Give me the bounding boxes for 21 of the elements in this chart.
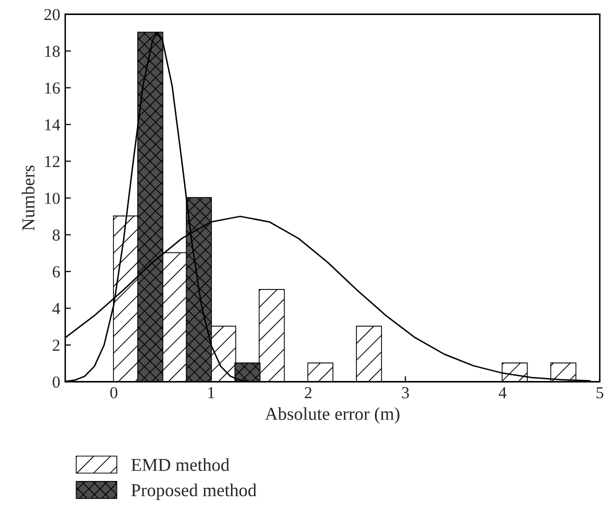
y-tick-label: 8 [52,229,60,241]
legend-label: EMD method [131,458,230,471]
y-tick-label: 18 [45,46,60,57]
x-tick-label: 1 [208,387,214,398]
legend-label: Proposed method [131,484,256,500]
x-axis-title: Absolute error (m) [264,407,400,424]
x-tick-label: 5 [596,387,604,398]
y-tick-label: 12 [45,156,60,168]
y-tick-label: 6 [52,266,60,278]
x-tick-label: 3 [402,387,409,398]
y-axis-title: Numbers [22,166,34,231]
y-tick-label: 2 [52,340,60,351]
y-tick-label: 16 [45,82,60,94]
y-tick-label: 20 [44,8,60,20]
x-tick-label: 4 [498,387,506,398]
x-tick-label: 2 [304,387,312,398]
y-tick-label: 4 [52,303,60,314]
y-tick-label: 10 [45,192,60,204]
y-tick-label: 0 [52,376,60,388]
y-tick-label: 14 [45,119,60,130]
x-tick-label: 0 [110,387,118,398]
